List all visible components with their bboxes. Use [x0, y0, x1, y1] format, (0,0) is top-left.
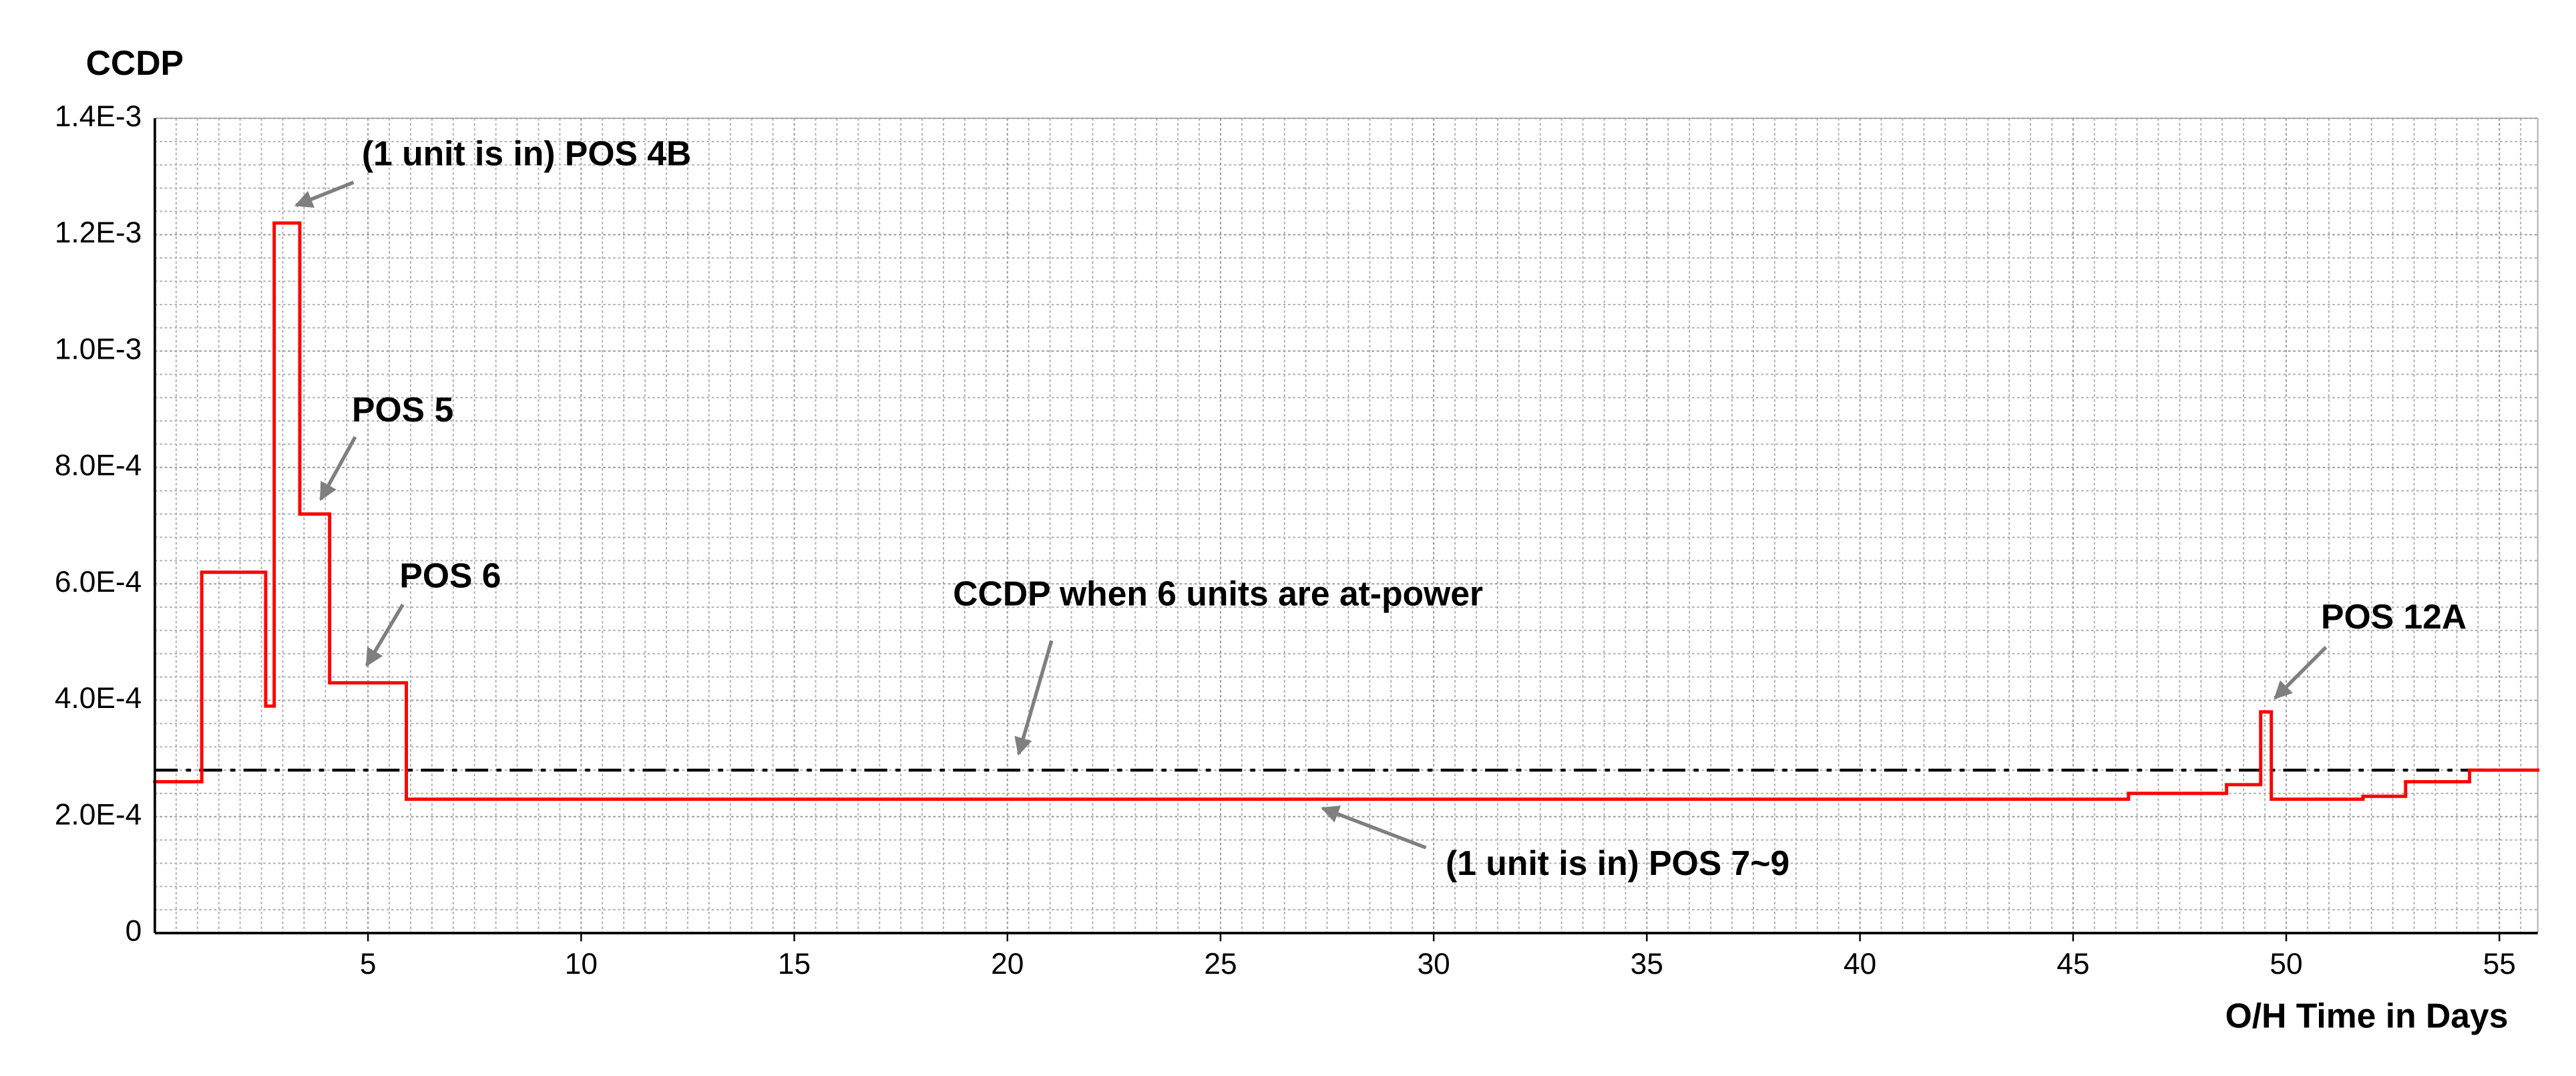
annotation: POS 6	[399, 556, 501, 594]
y-tick-label: 2.0E-4	[55, 798, 142, 831]
annotation: POS 12A	[2321, 597, 2466, 636]
x-tick-label: 55	[2483, 948, 2516, 980]
annotation: (1 unit is in) POS 7~9	[1446, 844, 1789, 882]
y-tick-label: 1.2E-3	[55, 216, 142, 249]
y-tick-label: 4.0E-4	[55, 682, 142, 715]
annotation: (1 unit is in) POS 4B	[362, 134, 692, 172]
x-tick-label: 5	[360, 948, 377, 980]
x-axis-title: O/H Time in Days	[2225, 997, 2509, 1035]
annotation-arrow	[1014, 640, 1054, 756]
grid	[154, 118, 2539, 934]
y-tick-label: 6.0E-4	[55, 566, 142, 598]
x-tick-label: 25	[1204, 948, 1237, 980]
annotation-arrow	[2274, 646, 2328, 700]
x-tick-label: 40	[1844, 948, 1876, 980]
y-tick-label: 0	[126, 915, 142, 948]
x-tick-label: 35	[1631, 948, 1663, 980]
y-tick-label: 1.0E-3	[55, 333, 142, 365]
y-tick-label: 8.0E-4	[55, 450, 142, 482]
annotation-arrow	[318, 435, 357, 502]
y-tick-label: 1.4E-3	[55, 100, 142, 133]
annotation-arrow	[294, 180, 355, 208]
x-tick-label: 30	[1418, 948, 1450, 980]
annotation-arrow	[1321, 805, 1427, 850]
plot	[153, 221, 2540, 801]
x-tick-label: 50	[2270, 948, 2302, 980]
annotation: POS 5	[352, 390, 453, 429]
x-tick-label: 15	[778, 948, 811, 980]
x-tick-label: 45	[2057, 948, 2089, 980]
x-tick-label: 20	[991, 948, 1024, 980]
y-axis-title: CCDP	[86, 43, 184, 82]
x-tick-label: 10	[565, 948, 598, 980]
annotation-arrow	[365, 603, 405, 667]
annotation: CCDP when 6 units are at-power	[953, 574, 1483, 612]
